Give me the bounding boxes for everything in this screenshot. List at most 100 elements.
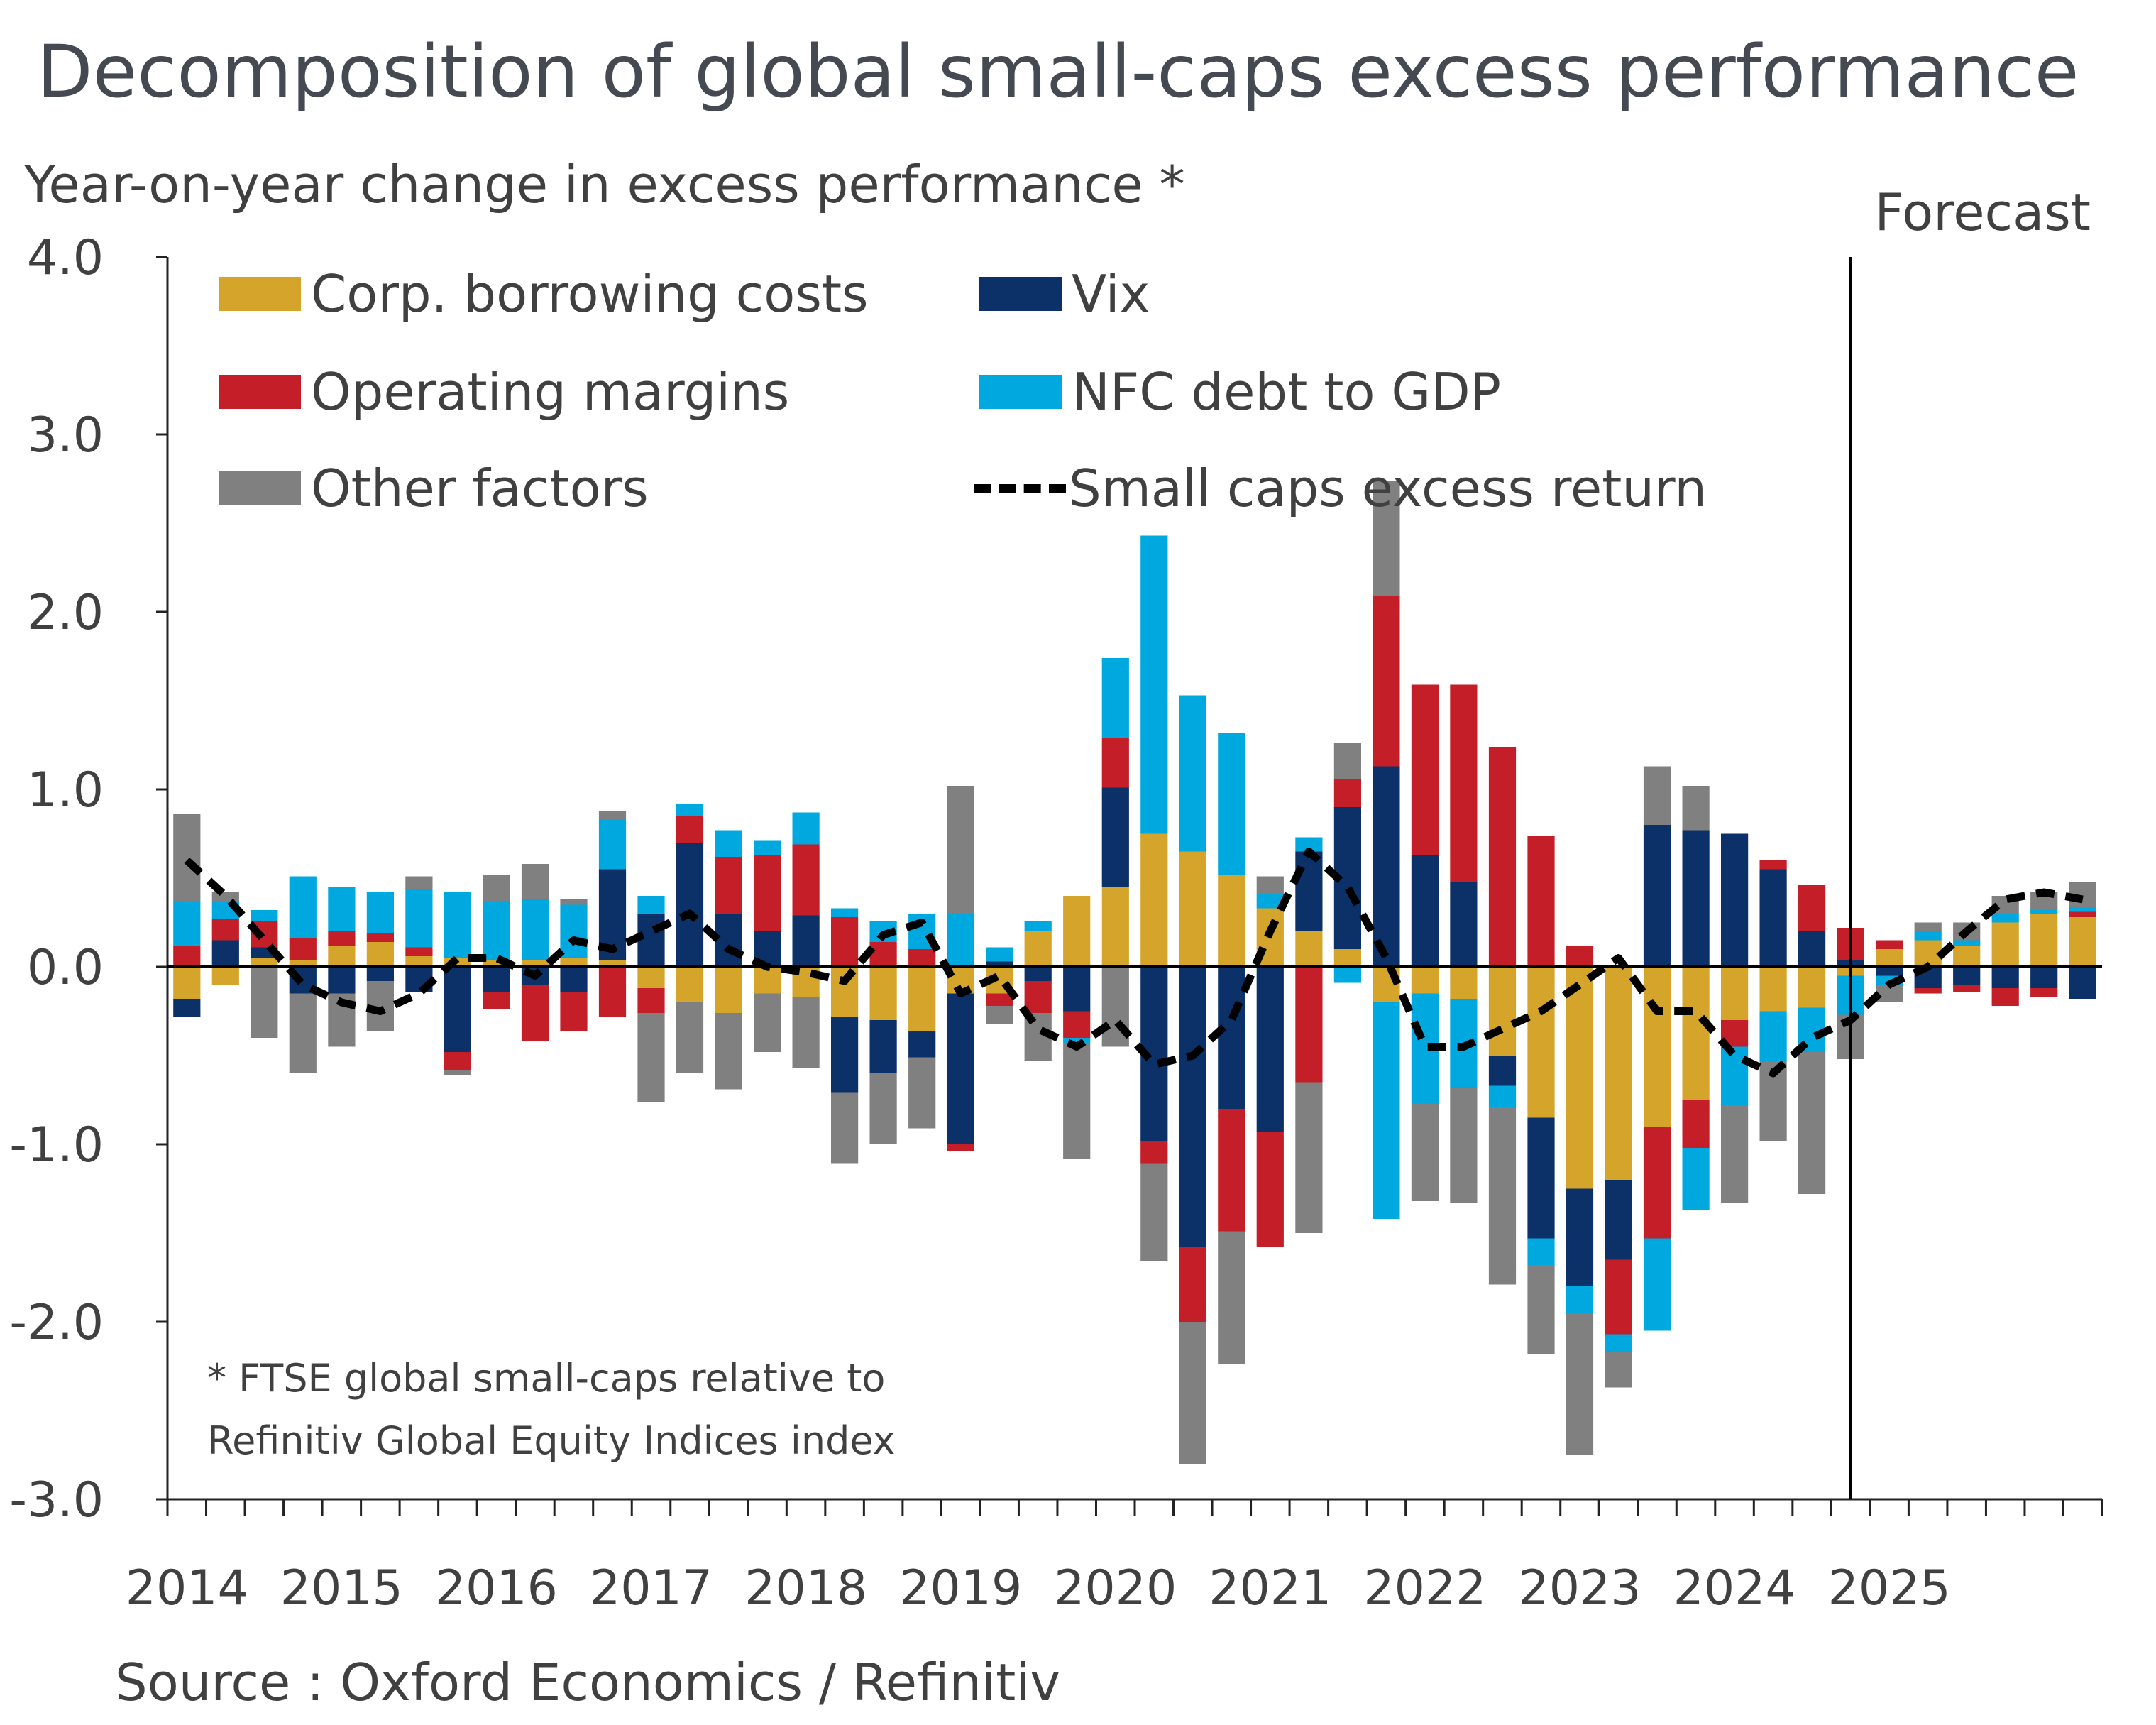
bar-segment-1-26 bbox=[1179, 967, 1206, 1247]
x-tick-label: 2019 bbox=[899, 1560, 1022, 1616]
bar-segment-3-26 bbox=[1179, 695, 1206, 852]
forecast-label: Forecast bbox=[1874, 182, 2091, 242]
x-tick-label: 2025 bbox=[1828, 1560, 1951, 1616]
bar-segment-1-21 bbox=[986, 961, 1013, 967]
bar-segment-1-34 bbox=[1488, 1056, 1517, 1086]
bar-segment-0-47 bbox=[1991, 922, 2019, 967]
bar-segment-1-39 bbox=[1682, 830, 1710, 967]
bar-segment-4-36 bbox=[1566, 1313, 1594, 1455]
y-tick-label: 3.0 bbox=[27, 407, 104, 464]
bar-segment-4-26 bbox=[1179, 1322, 1206, 1464]
bar-segment-4-38 bbox=[1643, 766, 1671, 825]
bar-segment-1-19 bbox=[908, 1031, 936, 1058]
bar-segment-2-23 bbox=[1063, 1011, 1091, 1038]
legend-swatch-vix bbox=[979, 277, 1062, 311]
bar-segment-0-10 bbox=[560, 958, 588, 967]
bar-segment-1-17 bbox=[831, 1017, 859, 1093]
bar-segment-4-18 bbox=[869, 1073, 897, 1144]
bar-segment-1-16 bbox=[792, 915, 820, 967]
bar-segment-4-25 bbox=[1140, 1163, 1168, 1261]
bar-segment-0-25 bbox=[1140, 833, 1168, 967]
bar-segment-3-49 bbox=[2069, 907, 2096, 912]
bar-segment-0-35 bbox=[1527, 967, 1555, 1118]
legend-label: Small caps excess return bbox=[1069, 459, 1707, 518]
bar-segment-3-6 bbox=[405, 889, 433, 948]
bar-segment-0-40 bbox=[1721, 967, 1749, 1020]
bar-segment-3-14 bbox=[715, 830, 742, 857]
bar-segment-1-47 bbox=[1991, 967, 2019, 988]
bar-segment-1-41 bbox=[1759, 869, 1787, 967]
bar-segment-4-17 bbox=[831, 1092, 859, 1164]
bar-segment-4-42 bbox=[1798, 1052, 1826, 1194]
bar-segment-0-1 bbox=[211, 967, 239, 985]
bar-segment-3-15 bbox=[754, 840, 781, 855]
bar-segment-1-42 bbox=[1798, 931, 1826, 967]
bar-segment-3-22 bbox=[1024, 921, 1052, 931]
bar-segment-4-32 bbox=[1411, 1103, 1439, 1201]
bar-segment-1-10 bbox=[560, 967, 588, 992]
bar-segment-0-12 bbox=[637, 967, 665, 988]
bar-segment-4-2 bbox=[251, 967, 278, 1038]
bar-segment-2-33 bbox=[1450, 684, 1478, 882]
bar-segment-2-27 bbox=[1218, 1109, 1245, 1232]
bar-segment-2-41 bbox=[1759, 860, 1787, 870]
bar-segment-1-37 bbox=[1605, 1180, 1632, 1260]
bar-segment-3-39 bbox=[1682, 1148, 1710, 1210]
bar-segment-1-20 bbox=[947, 993, 974, 1144]
bar-segment-0-0 bbox=[173, 967, 201, 999]
bar-segment-0-23 bbox=[1063, 896, 1091, 967]
bar-segment-0-3 bbox=[289, 960, 317, 967]
legend-item-other-factors: Other factors bbox=[219, 459, 649, 518]
bar-segment-2-42 bbox=[1798, 885, 1826, 931]
legend-item-corp-borrowing: Corp. borrowing costs bbox=[219, 264, 869, 324]
x-tick-label: 2016 bbox=[435, 1560, 558, 1616]
bar-segment-2-49 bbox=[2069, 911, 2096, 917]
bar-segment-0-42 bbox=[1798, 967, 1826, 1008]
bar-segment-4-15 bbox=[754, 993, 781, 1052]
bar-segment-1-12 bbox=[637, 914, 665, 967]
bar-segment-0-29 bbox=[1295, 931, 1323, 967]
bar-segment-1-38 bbox=[1643, 825, 1671, 967]
bar-segment-2-46 bbox=[1953, 985, 1981, 992]
bar-segment-0-39 bbox=[1682, 967, 1710, 1100]
bar-segment-3-35 bbox=[1527, 1238, 1555, 1265]
bar-segment-3-45 bbox=[1914, 931, 1942, 941]
bar-segment-0-33 bbox=[1450, 967, 1478, 999]
bar-segment-1-28 bbox=[1256, 967, 1284, 1132]
bar-segment-1-5 bbox=[366, 967, 394, 981]
bar-segment-2-22 bbox=[1024, 981, 1052, 1013]
bar-segment-3-2 bbox=[251, 910, 278, 921]
bar-segment-4-3 bbox=[289, 993, 317, 1073]
bar-segment-0-26 bbox=[1179, 851, 1206, 967]
bar-segment-0-11 bbox=[598, 960, 627, 967]
bar-segment-0-24 bbox=[1101, 887, 1129, 967]
bar-segment-4-21 bbox=[986, 1006, 1013, 1024]
x-tick-label: 2020 bbox=[1054, 1560, 1177, 1616]
bar-segment-1-49 bbox=[2069, 967, 2096, 999]
bar-segment-3-24 bbox=[1101, 658, 1129, 738]
excess-return-line bbox=[184, 848, 2084, 1078]
x-tick-label: 2015 bbox=[280, 1560, 403, 1616]
legend-label: Operating margins bbox=[311, 362, 790, 422]
bar-segment-0-37 bbox=[1605, 967, 1632, 1180]
bar-segment-3-9 bbox=[521, 899, 549, 960]
bar-segment-3-12 bbox=[637, 896, 665, 914]
bar-segment-4-39 bbox=[1682, 786, 1710, 831]
legend-swatch-nfc-debt bbox=[979, 375, 1062, 409]
labels-layer: 4.0 3.0 2.0 1.0 0.0 -1.0 -2.0 -3.0 2014 2015 2016 2… bbox=[9, 182, 2091, 1616]
bar-segment-4-9 bbox=[521, 864, 549, 899]
y-tick-label: 4.0 bbox=[27, 230, 104, 286]
bar-segment-4-45 bbox=[1914, 922, 1942, 931]
bars-layer bbox=[173, 481, 2096, 1464]
bar-segment-1-35 bbox=[1527, 1117, 1555, 1239]
bar-segment-0-9 bbox=[521, 960, 549, 967]
bar-segment-3-7 bbox=[444, 892, 471, 958]
bar-segment-3-16 bbox=[792, 812, 820, 845]
bar-segment-3-31 bbox=[1373, 1002, 1400, 1219]
bar-segment-3-38 bbox=[1643, 1238, 1671, 1331]
bar-segment-3-10 bbox=[560, 904, 588, 958]
y-tick-label: 1.0 bbox=[27, 762, 104, 818]
bar-segment-2-39 bbox=[1682, 1100, 1710, 1148]
x-tick-label: 2021 bbox=[1209, 1560, 1331, 1616]
bar-segment-2-17 bbox=[831, 917, 859, 967]
